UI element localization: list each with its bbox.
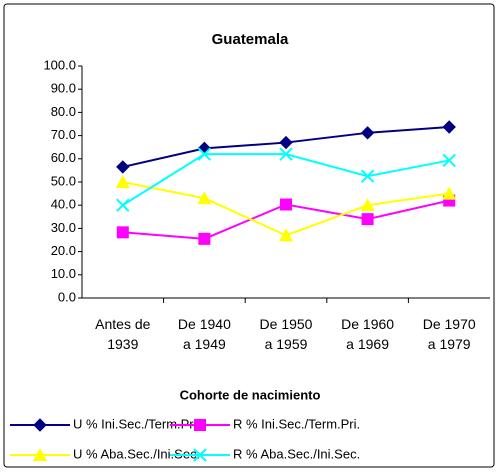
x-axis-title: Cohorte de nacimiento: [180, 387, 321, 402]
marker: [442, 120, 456, 134]
marker: [360, 126, 375, 140]
y-tick-label: 10.0: [51, 266, 76, 281]
marker: [116, 198, 130, 212]
x-tick-label: De 1950 a 1959: [259, 316, 313, 352]
marker: [361, 213, 374, 226]
marker: [116, 226, 129, 239]
chart-frame: [3, 3, 495, 468]
marker: [280, 198, 292, 211]
x-tick-label: De 1970 a 1979: [422, 316, 476, 352]
marker: [360, 169, 375, 183]
marker: [279, 147, 293, 161]
marker: [197, 191, 212, 205]
y-tick-label: 60.0: [51, 150, 76, 165]
x-tick-label: De 1960 a 1969: [341, 316, 395, 352]
legend-label: U % Ini.Sec./Term.Pri.: [73, 416, 200, 431]
y-tick-label: 30.0: [51, 220, 76, 235]
marker: [442, 153, 456, 168]
legend-marker: [33, 448, 47, 461]
x-tick-label: Antes de 1939: [95, 316, 151, 352]
marker: [197, 147, 212, 161]
marker: [279, 135, 293, 150]
marker: [198, 232, 211, 245]
marker: [116, 160, 130, 174]
marker: [115, 175, 130, 188]
legend-marker: [194, 419, 206, 431]
legend-marker: [33, 418, 47, 432]
marker: [360, 198, 375, 212]
y-tick-label: 90.0: [51, 81, 76, 96]
legend-marker: [193, 448, 207, 462]
marker: [279, 228, 293, 242]
chart-title: Guatemala: [212, 31, 289, 48]
legend-label: U % Aba.Sec./Ini.Sec.: [73, 446, 200, 461]
y-tick-label: 20.0: [51, 243, 76, 258]
y-tick-label: 100.0: [43, 57, 76, 72]
legend-label: R % Ini.Sec./Term.Pri.: [233, 416, 360, 431]
x-tick-label: De 1940 a 1949: [177, 316, 231, 352]
y-tick-label: 50.0: [51, 173, 76, 188]
marker: [442, 186, 457, 200]
y-tick-label: 0.0: [58, 289, 76, 304]
y-tick-label: 70.0: [51, 127, 76, 142]
legend-label: R % Aba.Sec./Ini.Sec.: [233, 446, 360, 461]
y-tick-label: 80.0: [51, 104, 76, 119]
y-tick-label: 40.0: [51, 197, 76, 212]
